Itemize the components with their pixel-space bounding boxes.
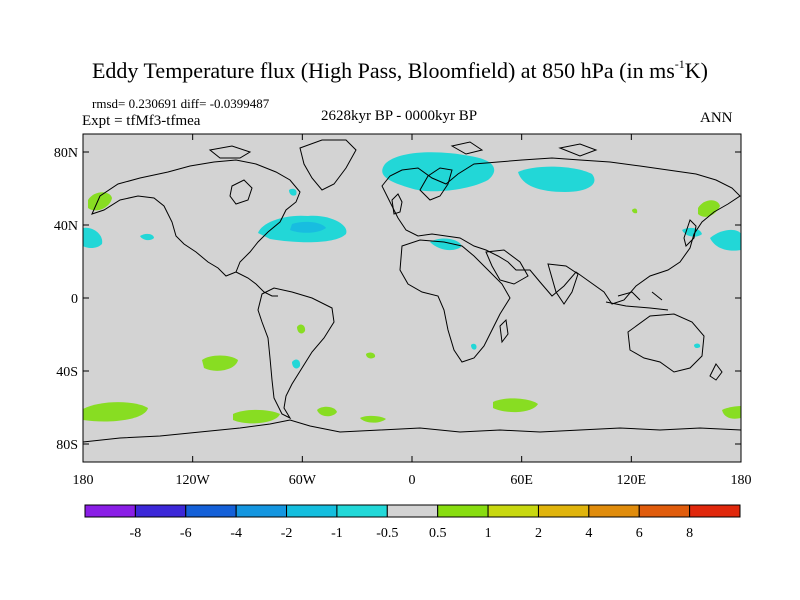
lon-tick-label: 60W <box>289 473 317 488</box>
anomaly-patch-southern-ocean-australia <box>722 406 741 419</box>
coast-australia <box>627 313 705 373</box>
coast-central-america <box>235 271 278 297</box>
colorbar-label: -8 <box>130 526 142 541</box>
axis-ticks: 80N 40N 0 40S 80S 180 120W 60W 0 60E 120E 180 <box>54 134 752 488</box>
anomaly-patch-labrador <box>289 188 297 196</box>
anomaly-patch-pacific-west-edge <box>83 227 103 248</box>
lon-tick-label: 0 <box>409 473 416 488</box>
lat-tick-label: 80S <box>56 438 78 453</box>
colorbar-label: -6 <box>180 526 192 541</box>
coastlines <box>83 139 741 443</box>
colorbar-box <box>286 504 338 518</box>
coast-south-america <box>257 287 335 420</box>
colorbar-box <box>487 504 539 518</box>
anomaly-patch-south-atlantic <box>366 352 376 359</box>
coast-britain <box>391 193 403 215</box>
experiment-label: Expt = tfMf3-tfmea <box>82 113 201 129</box>
colorbar-label: -4 <box>230 526 242 541</box>
coast-new-zealand <box>709 363 723 381</box>
rmsd-value: rmsd= 0.230691 <box>92 96 178 111</box>
anomaly-patch-siberia <box>518 166 595 192</box>
colorbar-box <box>588 504 640 518</box>
lon-tick-label: 60E <box>510 473 533 488</box>
stats-line: rmsd= 0.230691 diff= -0.0399487 <box>92 96 269 112</box>
coast-arabia <box>485 249 529 285</box>
colorbar-box <box>134 504 187 518</box>
colorbar-box <box>185 504 237 518</box>
lon-tick-label: 120E <box>617 473 647 488</box>
coast-north-america <box>91 159 301 277</box>
colorbar-label: 1 <box>485 526 492 541</box>
coast-arctic-islands <box>208 141 598 159</box>
coast-india <box>547 263 579 305</box>
anomaly-patch-south-america <box>292 359 301 369</box>
map-background <box>83 134 741 462</box>
anomaly-patch-southern-ocean-pacific <box>83 402 148 422</box>
anomaly-patch-patagonia <box>297 324 306 334</box>
anomaly-patch-southern-ocean-atlantic <box>360 415 386 423</box>
coast-greenland <box>299 139 357 191</box>
anomaly-patch-tasman <box>694 343 701 349</box>
colorbar-label: 0.5 <box>429 526 447 541</box>
anomaly-patch-central-pacific <box>140 233 154 241</box>
coast-hudson-bay <box>229 179 253 205</box>
anomaly-patch-pacific-east-edge <box>710 229 741 251</box>
coast-madagascar <box>499 318 509 344</box>
colorbar-label: 8 <box>686 526 693 541</box>
lat-tick-label: 40N <box>54 219 78 234</box>
colorbar-box <box>689 504 741 518</box>
colorbar-label: -1 <box>331 526 343 541</box>
anomaly-patch-north-atlantic-core <box>290 221 326 233</box>
anomaly-patch-south-africa <box>471 343 477 350</box>
colorbar-label: 6 <box>636 526 643 541</box>
coast-antarctica <box>83 419 741 443</box>
colorbar-box <box>84 504 136 518</box>
colorbar-label: -0.5 <box>376 526 398 541</box>
diff-value: diff= -0.0399487 <box>180 96 270 111</box>
lon-tick-label: 180 <box>731 473 752 488</box>
anomaly-patch-bering <box>88 192 112 211</box>
colorbar-box <box>386 504 439 518</box>
lat-tick-label: 80N <box>54 146 78 161</box>
colorbar-label: 2 <box>535 526 542 541</box>
anomaly-patch-okhotsk <box>698 200 720 217</box>
anomaly-patch-southern-ocean-drake <box>233 409 280 424</box>
coast-africa <box>399 239 511 363</box>
season-label: ANN <box>700 110 733 126</box>
lat-tick-label: 0 <box>71 292 78 307</box>
lat-tick-label: 40S <box>56 365 78 380</box>
lon-tick-label: 180 <box>73 473 94 488</box>
coast-eurasia <box>381 157 741 305</box>
colorbar-label: 4 <box>585 526 592 541</box>
period-label: 2628kyr BP - 0000kyr BP <box>321 108 478 124</box>
colorbar-label: -2 <box>281 526 293 541</box>
colorbar: -8 -6 -4 -2 -1 -0.5 0.5 1 2 4 6 8 <box>84 504 741 541</box>
colorbar-box <box>437 504 489 518</box>
colorbar-box <box>336 504 388 518</box>
anomaly-patch-south-pacific <box>202 355 238 371</box>
colorbar-box <box>235 504 288 518</box>
plot-title: Eddy Temperature flux (High Pass, Bloomf… <box>91 56 708 83</box>
anomaly-patches <box>83 152 741 424</box>
colorbar-box <box>638 504 691 518</box>
coast-japan <box>683 219 697 247</box>
anomaly-patch-southern-ocean-indian <box>493 398 538 413</box>
lon-tick-label: 120W <box>176 473 211 488</box>
colorbar-box <box>537 504 590 518</box>
coast-scandinavia <box>419 167 453 201</box>
anomaly-patch-nordic-seas <box>382 152 495 192</box>
anomaly-patch-japan-sea <box>632 208 638 214</box>
anomaly-patch-southern-ocean-weddell <box>317 406 337 417</box>
coast-indonesia <box>605 291 669 311</box>
